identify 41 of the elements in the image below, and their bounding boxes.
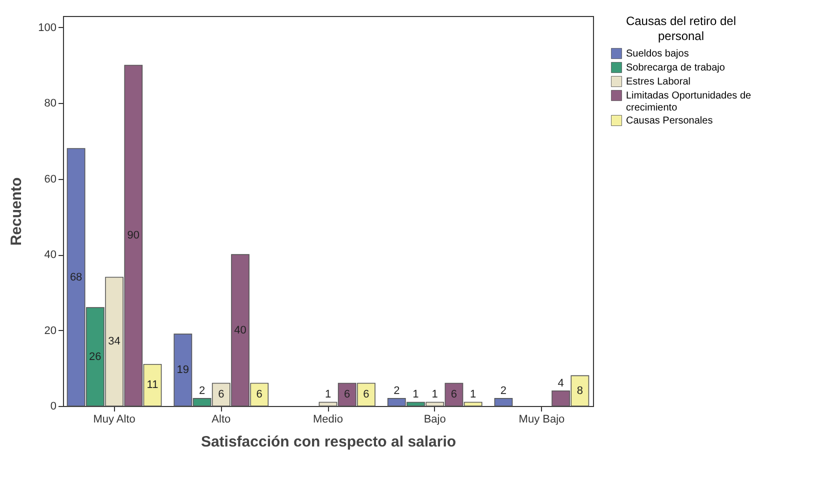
legend-label: Sueldos bajos <box>626 48 689 60</box>
data-label: 1 <box>412 388 419 401</box>
x-tick-label: Bajo <box>424 414 446 426</box>
x-tick-label: Alto <box>212 414 231 426</box>
x-axis-title: Satisfacción con respecto al salario <box>200 434 456 450</box>
y-tick-label: 40 <box>44 249 56 262</box>
data-label: 6 <box>256 388 262 401</box>
x-tick-label: Muy Bajo <box>518 414 565 426</box>
y-tick-label: 100 <box>38 22 56 34</box>
data-label: 19 <box>176 364 190 376</box>
data-label: 6 <box>363 388 370 401</box>
data-label: 1 <box>432 388 438 401</box>
y-tick-label: 20 <box>44 324 56 337</box>
data-label: 8 <box>576 384 583 397</box>
data-label: 26 <box>89 350 102 363</box>
y-tick-label: 80 <box>44 98 56 110</box>
y-tick-label: 60 <box>44 173 56 186</box>
data-label: 6 <box>218 388 224 401</box>
legend-label: Causas Personales <box>626 116 713 126</box>
legend-title: Causas del retiro del personal <box>626 14 736 43</box>
data-label: 6 <box>450 388 458 401</box>
x-tick-label: Medio <box>313 414 343 426</box>
x-tick-label: Muy Alto <box>93 414 136 426</box>
data-label: 11 <box>146 379 158 392</box>
data-label: 2 <box>500 384 507 397</box>
data-label: 2 <box>198 384 206 397</box>
legend-label: Sobrecarga de trabajo <box>626 62 726 74</box>
data-label: 34 <box>108 336 120 348</box>
data-label: 6 <box>344 388 350 401</box>
bar <box>494 398 513 406</box>
legend-label: Limitadas Oportunidades de crecimiento <box>626 90 752 114</box>
data-label: 40 <box>234 324 246 336</box>
y-axis-title: Recuento <box>8 177 26 246</box>
data-label: 4 <box>558 377 564 390</box>
legend-label: Estres Laboral <box>626 76 690 88</box>
data-label: 2 <box>394 384 400 397</box>
y-tick-label: 0 <box>50 400 56 412</box>
data-label: 1 <box>324 388 332 401</box>
data-label: 68 <box>70 271 82 284</box>
data-label: 90 <box>127 230 140 242</box>
data-label: 1 <box>470 388 476 401</box>
